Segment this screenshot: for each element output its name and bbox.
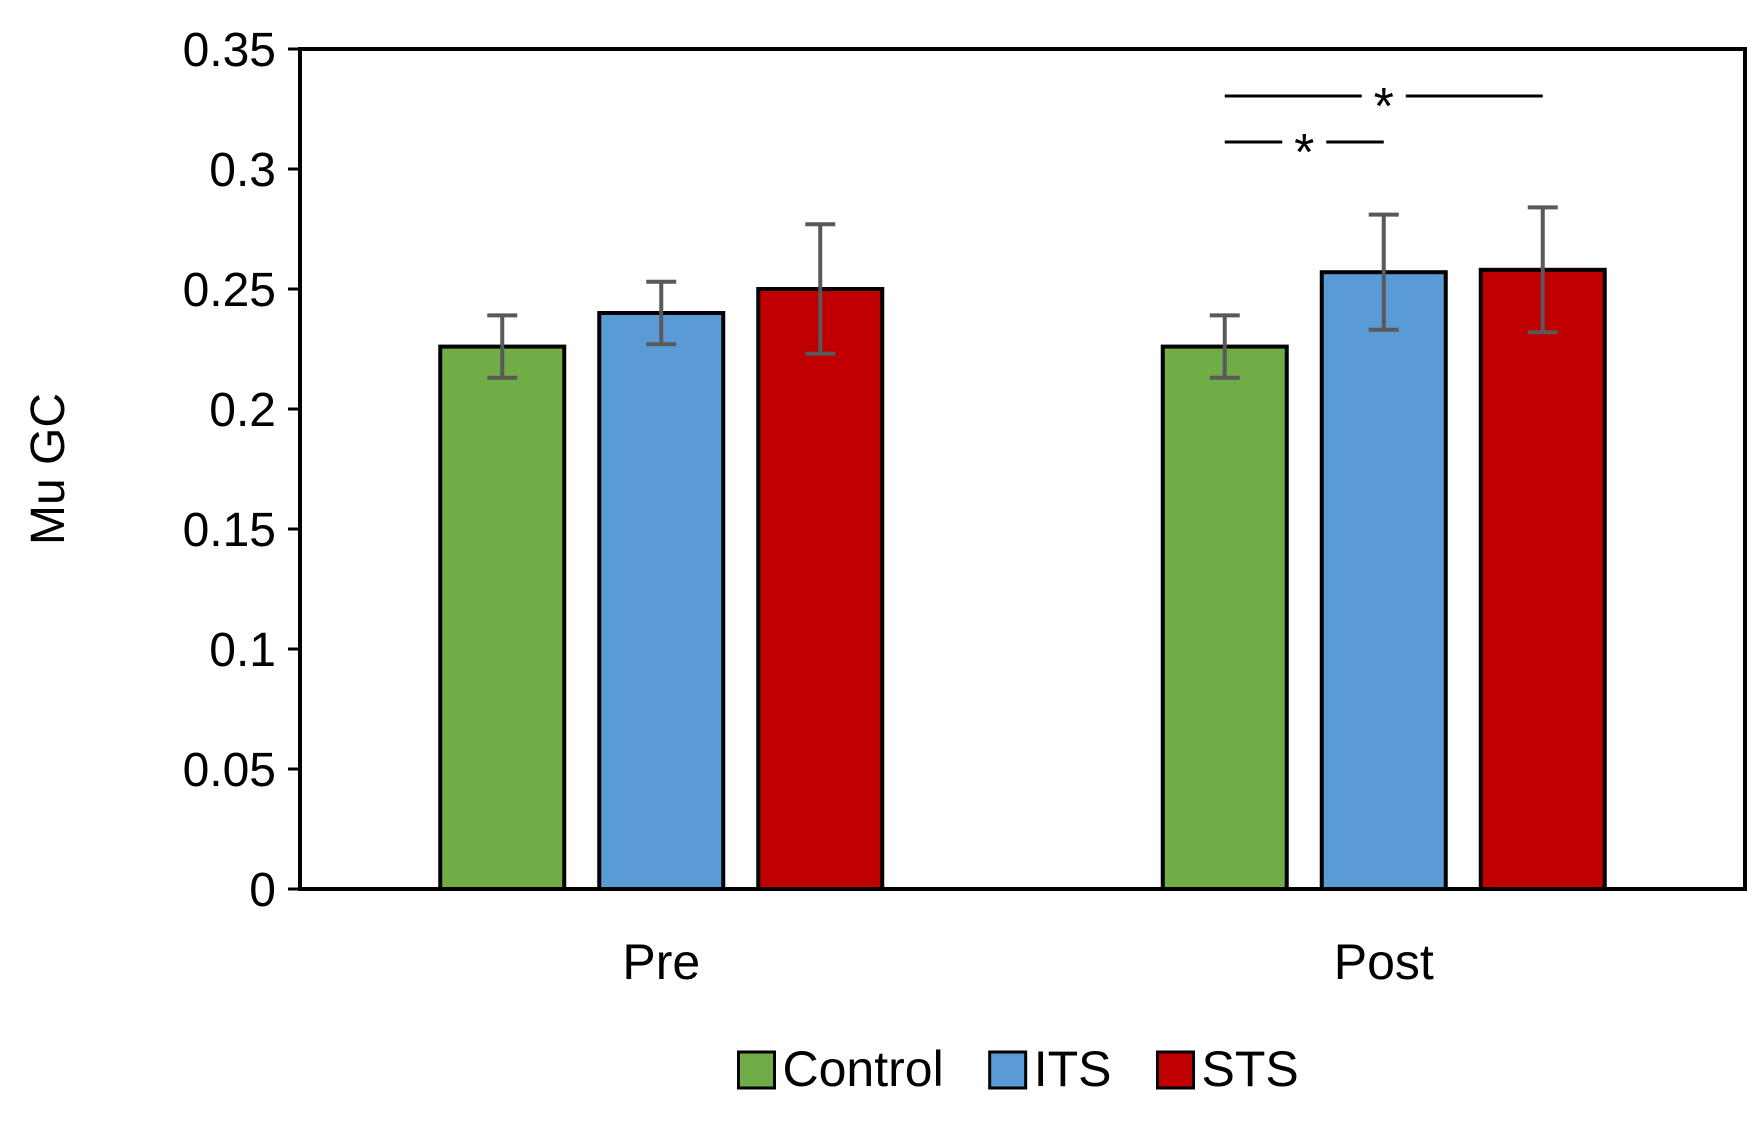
bar-pre-sts xyxy=(756,287,885,891)
y-tick-label: 0.15 xyxy=(183,504,276,557)
y-tick-label: 0 xyxy=(249,864,276,917)
y-tick-label: 0.3 xyxy=(209,144,276,197)
y-axis-title: Mu GC xyxy=(22,393,75,545)
legend-label-its: ITS xyxy=(1034,1041,1112,1097)
bar-post-its xyxy=(1319,270,1448,891)
legend-label-control: Control xyxy=(783,1041,944,1097)
significance-label: * xyxy=(1374,78,1394,136)
plot-frame xyxy=(298,47,1747,891)
y-tick-label: 0.1 xyxy=(209,624,276,677)
legend-swatch-control xyxy=(737,1050,776,1090)
significance-label: * xyxy=(1294,124,1314,182)
bar-post-control xyxy=(1160,344,1289,892)
y-tick-label: 0.05 xyxy=(183,744,276,797)
legend-swatch-its xyxy=(988,1050,1028,1090)
y-tick-label: 0.25 xyxy=(183,264,276,317)
legend-swatch-sts xyxy=(1155,1050,1195,1090)
bar-pre-its xyxy=(597,311,726,891)
x-category-label: Post xyxy=(1334,934,1434,990)
x-category-label: Pre xyxy=(622,934,700,990)
y-tick-label: 0.35 xyxy=(183,24,276,77)
bar-post-sts xyxy=(1478,267,1607,891)
y-tick-label: 0.2 xyxy=(209,384,276,437)
bar-pre-control xyxy=(438,344,567,892)
legend-label-sts: STS xyxy=(1201,1041,1298,1097)
